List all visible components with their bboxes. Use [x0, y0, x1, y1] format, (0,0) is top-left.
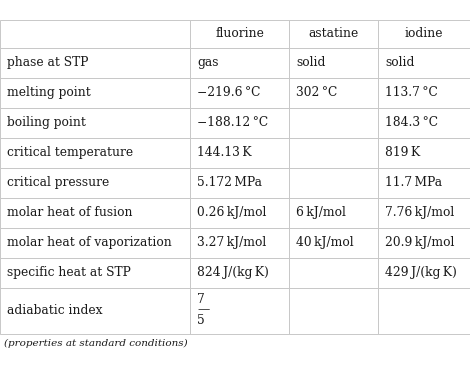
Text: boiling point: boiling point	[7, 116, 86, 129]
Bar	[0, 288, 190, 333]
Bar	[378, 258, 470, 288]
Text: solid: solid	[385, 56, 415, 69]
Text: 144.13 K: 144.13 K	[197, 146, 252, 159]
Text: 824 J/(kg K): 824 J/(kg K)	[197, 266, 269, 279]
Text: melting point: melting point	[7, 86, 91, 99]
Bar	[378, 288, 470, 333]
Bar	[378, 198, 470, 228]
Bar	[378, 108, 470, 138]
Text: gas: gas	[197, 56, 219, 69]
Text: solid: solid	[296, 56, 325, 69]
Text: 5.172 MPa: 5.172 MPa	[197, 176, 262, 189]
Bar	[190, 198, 289, 228]
Text: astatine: astatine	[309, 27, 359, 40]
Bar	[378, 48, 470, 78]
Bar	[190, 78, 289, 108]
Bar	[378, 168, 470, 198]
Text: (properties at standard conditions): (properties at standard conditions)	[4, 339, 188, 348]
Text: molar heat of vaporization: molar heat of vaporization	[7, 236, 172, 249]
Bar	[190, 258, 289, 288]
Text: 429 J/(kg K): 429 J/(kg K)	[385, 266, 457, 279]
Bar	[190, 288, 289, 333]
Text: fluorine: fluorine	[215, 27, 264, 40]
Bar	[0, 78, 190, 108]
Bar	[289, 20, 378, 48]
Text: 20.9 kJ/mol: 20.9 kJ/mol	[385, 236, 455, 249]
Text: —: —	[197, 303, 210, 316]
Bar	[289, 108, 378, 138]
Text: critical temperature: critical temperature	[7, 146, 133, 159]
Text: specific heat at STP: specific heat at STP	[7, 266, 131, 279]
Text: 819 K: 819 K	[385, 146, 421, 159]
Bar	[0, 48, 190, 78]
Text: iodine: iodine	[405, 27, 443, 40]
Bar	[289, 288, 378, 333]
Text: −219.6 °C: −219.6 °C	[197, 86, 261, 99]
Text: phase at STP: phase at STP	[7, 56, 88, 69]
Bar	[378, 138, 470, 168]
Bar	[190, 20, 289, 48]
Bar	[190, 48, 289, 78]
Bar	[289, 78, 378, 108]
Text: 0.26 kJ/mol: 0.26 kJ/mol	[197, 206, 267, 219]
Text: 7: 7	[197, 293, 205, 306]
Bar	[289, 138, 378, 168]
Bar	[378, 228, 470, 258]
Bar	[190, 108, 289, 138]
Bar	[289, 258, 378, 288]
Text: 184.3 °C: 184.3 °C	[385, 116, 439, 129]
Text: adiabatic index: adiabatic index	[7, 304, 102, 317]
Text: 6 kJ/mol: 6 kJ/mol	[296, 206, 346, 219]
Text: 302 °C: 302 °C	[296, 86, 337, 99]
Bar	[289, 198, 378, 228]
Bar	[289, 228, 378, 258]
Bar	[0, 20, 190, 48]
Text: 3.27 kJ/mol: 3.27 kJ/mol	[197, 236, 266, 249]
Bar	[190, 138, 289, 168]
Text: −188.12 °C: −188.12 °C	[197, 116, 268, 129]
Text: critical pressure: critical pressure	[7, 176, 109, 189]
Bar	[0, 228, 190, 258]
Text: 11.7 MPa: 11.7 MPa	[385, 176, 442, 189]
Text: molar heat of fusion: molar heat of fusion	[7, 206, 133, 219]
Bar	[0, 138, 190, 168]
Text: 113.7 °C: 113.7 °C	[385, 86, 438, 99]
Text: 40 kJ/mol: 40 kJ/mol	[296, 236, 354, 249]
Bar	[289, 48, 378, 78]
Bar	[378, 78, 470, 108]
Text: 5: 5	[197, 314, 205, 327]
Bar	[0, 108, 190, 138]
Text: 7.76 kJ/mol: 7.76 kJ/mol	[385, 206, 454, 219]
Bar	[378, 20, 470, 48]
Bar	[0, 168, 190, 198]
Bar	[289, 168, 378, 198]
Bar	[0, 198, 190, 228]
Bar	[190, 228, 289, 258]
Bar	[190, 168, 289, 198]
Bar	[0, 258, 190, 288]
